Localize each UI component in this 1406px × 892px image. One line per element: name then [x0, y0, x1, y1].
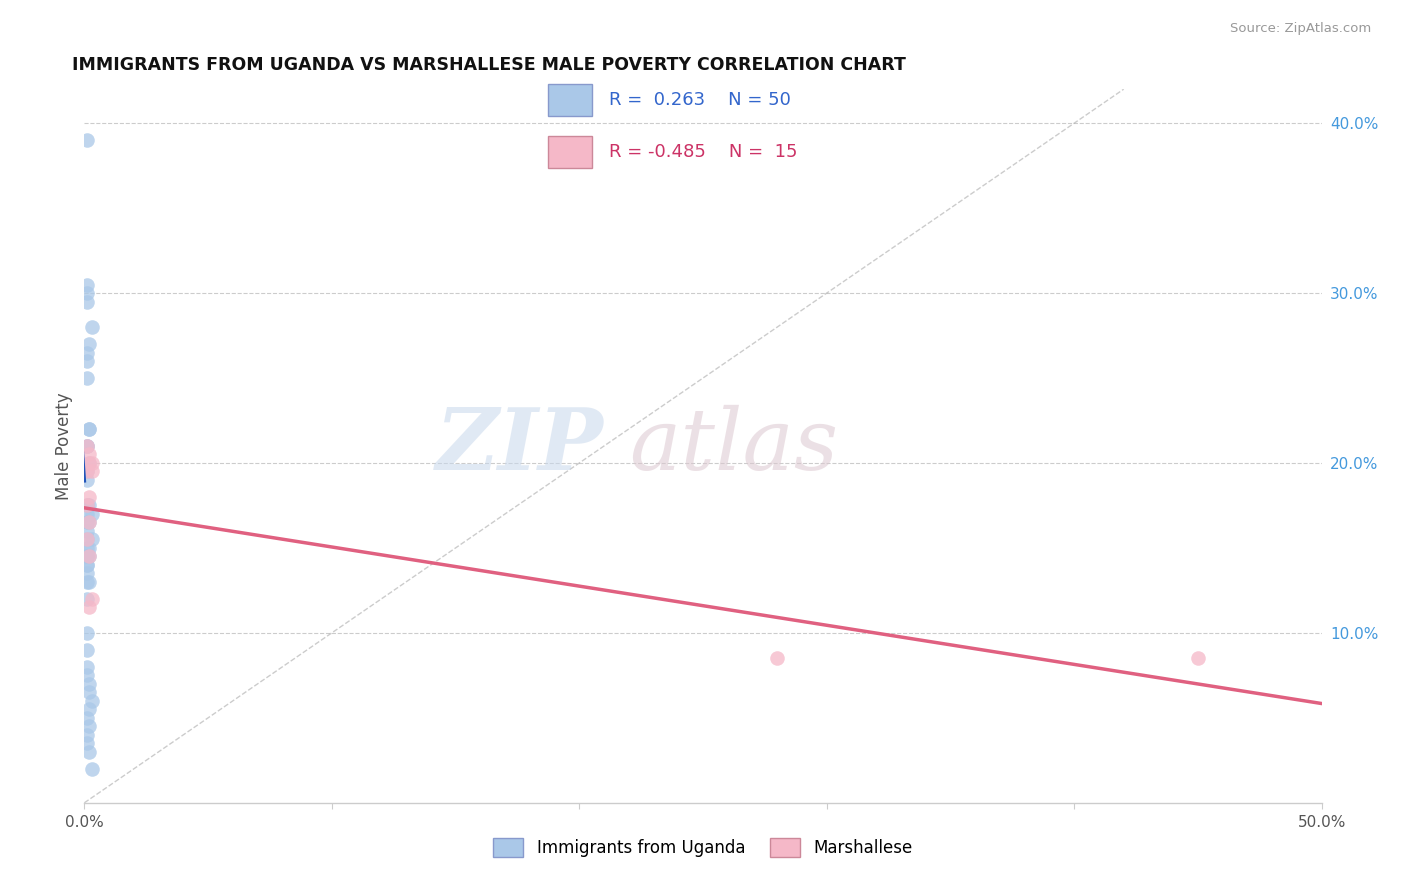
- Point: [76, 558, 98, 572]
- Point: [76, 439, 98, 453]
- Point: [76, 345, 98, 359]
- Point: [79, 685, 101, 699]
- Bar: [548, 84, 592, 116]
- Y-axis label: Male Poverty: Male Poverty: [55, 392, 73, 500]
- Text: R = -0.485    N =  15: R = -0.485 N = 15: [609, 143, 797, 161]
- Point: [76, 473, 98, 487]
- Legend: Immigrants from Uganda, Marshallese: Immigrants from Uganda, Marshallese: [485, 830, 921, 866]
- Point: [79, 490, 101, 504]
- Point: [76, 354, 98, 368]
- Text: Source: ZipAtlas.com: Source: ZipAtlas.com: [1230, 22, 1371, 36]
- Point: [80, 507, 103, 521]
- Point: [76, 728, 98, 742]
- Bar: [548, 136, 592, 168]
- Point: [79, 549, 101, 564]
- Point: [76, 660, 98, 674]
- Point: [76, 643, 98, 657]
- Point: [1187, 651, 1209, 665]
- Point: [76, 439, 98, 453]
- Point: [76, 524, 98, 538]
- Point: [79, 448, 101, 462]
- Point: [79, 516, 101, 530]
- Point: [79, 456, 101, 470]
- Point: [76, 541, 98, 555]
- Point: [79, 499, 101, 513]
- Point: [76, 465, 98, 479]
- Point: [80, 320, 103, 334]
- Point: [76, 439, 98, 453]
- Point: [79, 337, 101, 351]
- Point: [80, 694, 103, 708]
- Point: [79, 541, 101, 555]
- Point: [79, 745, 101, 759]
- Point: [76, 499, 98, 513]
- Point: [76, 371, 98, 385]
- Point: [76, 499, 98, 513]
- Point: [76, 507, 98, 521]
- Point: [79, 516, 101, 530]
- Point: [76, 294, 98, 309]
- Point: [76, 668, 98, 682]
- Point: [80, 533, 103, 547]
- Point: [76, 566, 98, 581]
- Point: [76, 558, 98, 572]
- Point: [76, 516, 98, 530]
- Point: [79, 456, 101, 470]
- Point: [79, 574, 101, 589]
- Point: [766, 651, 789, 665]
- Text: R =  0.263    N = 50: R = 0.263 N = 50: [609, 91, 790, 109]
- Point: [76, 574, 98, 589]
- Point: [80, 456, 103, 470]
- Point: [79, 719, 101, 733]
- Point: [76, 591, 98, 606]
- Point: [79, 702, 101, 716]
- Point: [80, 465, 103, 479]
- Point: [76, 133, 98, 147]
- Point: [76, 465, 98, 479]
- Point: [76, 277, 98, 292]
- Text: atlas: atlas: [628, 405, 838, 487]
- Point: [76, 533, 98, 547]
- Point: [76, 549, 98, 564]
- Point: [76, 626, 98, 640]
- Point: [76, 736, 98, 750]
- Point: [79, 600, 101, 615]
- Point: [80, 762, 103, 776]
- Point: [76, 533, 98, 547]
- Point: [76, 286, 98, 301]
- Point: [76, 711, 98, 725]
- Point: [80, 591, 103, 606]
- Text: IMMIGRANTS FROM UGANDA VS MARSHALLESE MALE POVERTY CORRELATION CHART: IMMIGRANTS FROM UGANDA VS MARSHALLESE MA…: [72, 56, 905, 74]
- Point: [79, 422, 101, 436]
- Point: [76, 549, 98, 564]
- Point: [79, 677, 101, 691]
- Point: [79, 549, 101, 564]
- Text: ZIP: ZIP: [436, 404, 605, 488]
- Point: [79, 422, 101, 436]
